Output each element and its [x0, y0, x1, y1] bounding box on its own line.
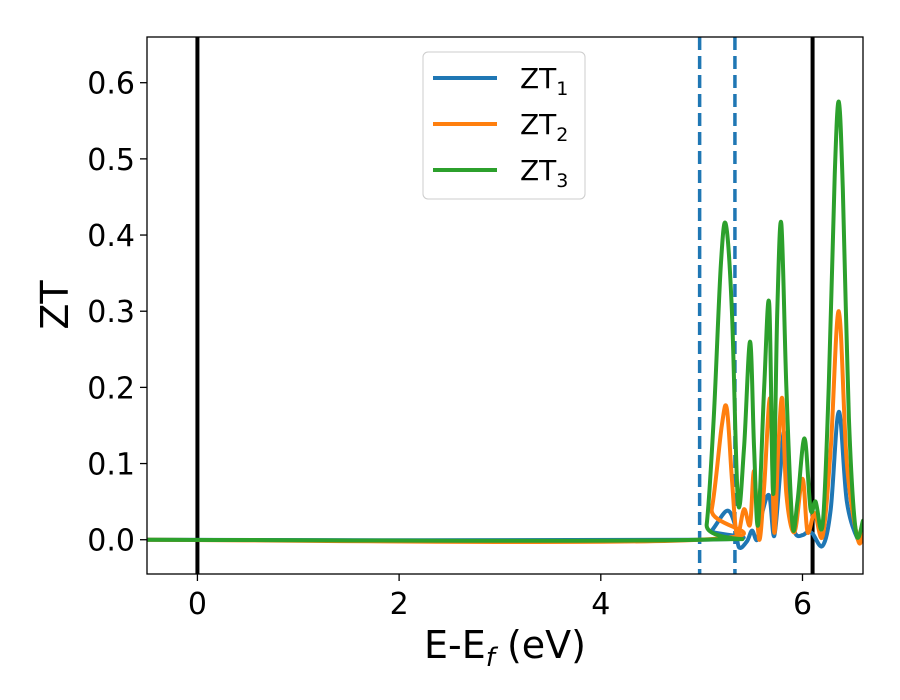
x-axis-ticks: 0 2 4 6: [188, 574, 812, 622]
y-tick-label: 0.4: [87, 219, 135, 254]
legend-entries: ZT1 ZT2 ZT3: [433, 62, 568, 192]
x-tick-label: 6: [793, 587, 812, 622]
legend: ZT1 ZT2 ZT3: [422, 51, 586, 200]
legend-label-zt3: ZT3: [520, 154, 568, 192]
y-axis-title: ZT: [33, 280, 77, 330]
legend-label-zt1: ZT1: [520, 62, 568, 100]
y-tick-label: 0.2: [87, 371, 135, 406]
y-tick-label: 0.3: [87, 295, 135, 330]
x-axis-title-unit: (eV): [495, 623, 586, 667]
x-tick-label: 2: [390, 587, 409, 622]
y-tick-label: 0.5: [87, 143, 135, 178]
plot-frame: [146, 36, 864, 575]
x-tick-label: 4: [591, 587, 610, 622]
vertical-reference-lines: [195, 37, 815, 574]
y-tick-label: 0.6: [87, 67, 135, 102]
legend-label-zt2: ZT2: [520, 108, 568, 146]
series-lines: [147, 99, 863, 550]
y-tick-label: 0.0: [87, 524, 135, 559]
series-line-zt3: [147, 99, 863, 543]
x-axis-title: E-Ef (eV): [424, 623, 586, 673]
legend-box: [422, 51, 586, 200]
x-tick-label: 0: [188, 587, 207, 622]
y-tick-label: 0.1: [87, 448, 135, 483]
y-axis-ticks: 0.0 0.1 0.2 0.3 0.4 0.5 0.6: [87, 67, 147, 559]
